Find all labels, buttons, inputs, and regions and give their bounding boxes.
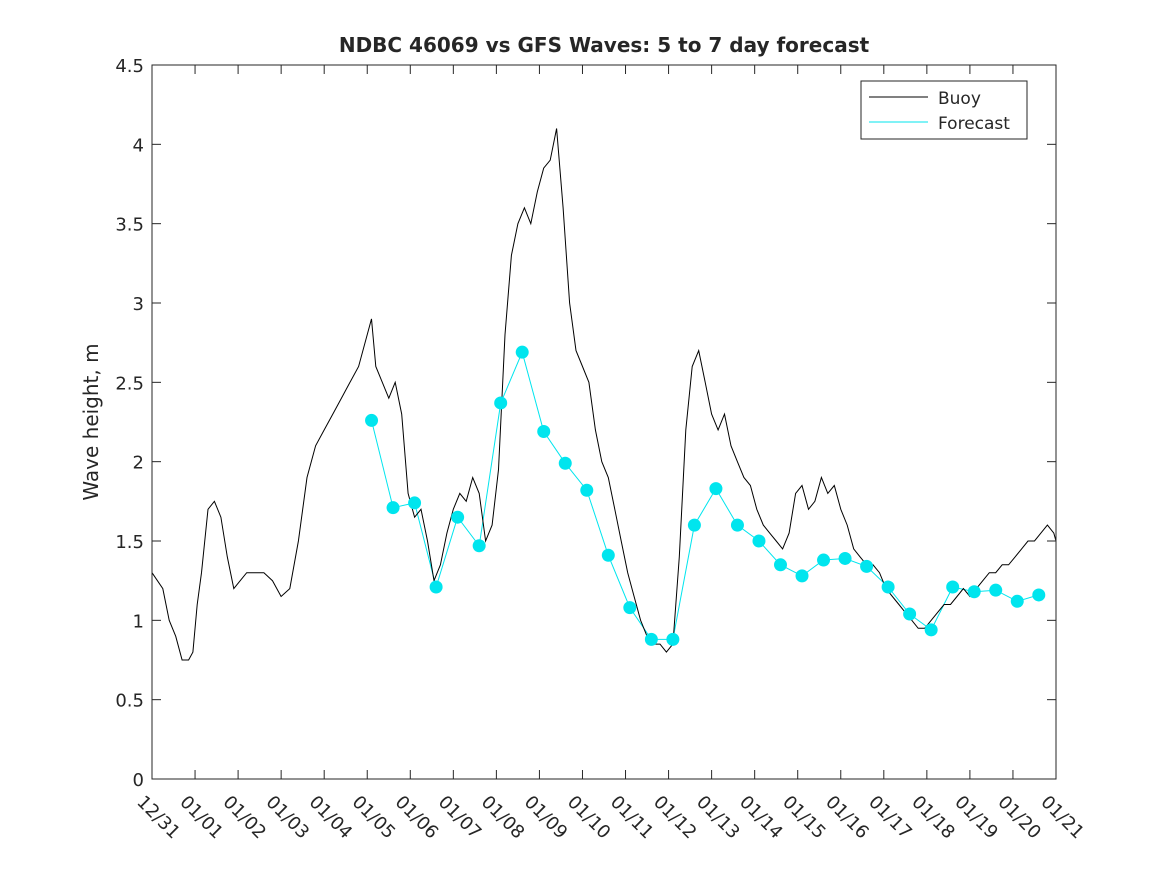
legend: Buoy Forecast (860, 80, 1028, 140)
forecast-marker (515, 345, 529, 359)
y-tick-label: 0.5 (115, 691, 144, 712)
forecast-marker (494, 396, 508, 410)
forecast-marker (946, 580, 960, 594)
forecast-marker (903, 607, 917, 621)
forecast-marker (795, 569, 809, 583)
forecast-marker (752, 534, 766, 548)
forecast-marker (860, 559, 874, 573)
forecast-marker (838, 551, 852, 565)
axes-box (151, 64, 1057, 780)
forecast-marker (881, 580, 895, 594)
forecast-marker (730, 518, 744, 532)
forecast-marker (666, 632, 680, 646)
forecast-marker (580, 483, 594, 497)
forecast-marker (773, 558, 787, 572)
legend-box (860, 80, 1028, 140)
y-tick-label: 3.5 (115, 215, 144, 236)
forecast-marker (451, 510, 465, 524)
forecast-marker (537, 425, 551, 439)
forecast-marker (623, 601, 637, 615)
y-tick-label: 3 (133, 294, 144, 315)
y-tick-label: 2.5 (115, 373, 144, 394)
forecast-marker (472, 539, 486, 553)
forecast-marker (386, 501, 400, 515)
forecast-markers (365, 345, 1046, 646)
legend-forecast-label: Forecast (938, 114, 1010, 134)
forecast-marker (1010, 594, 1024, 608)
forecast-marker (644, 632, 658, 646)
forecast-marker (989, 583, 1003, 597)
y-tick-label: 1.5 (115, 532, 144, 553)
plot-area (152, 65, 1056, 779)
y-axis-label: Wave height, m (79, 343, 103, 500)
y-axis: 0 0.5 1 1.5 2 2.5 3 3.5 4 4.5 (115, 56, 1056, 791)
forecast-marker (967, 585, 981, 599)
buoy-line (151, 128, 1057, 661)
y-tick-label: 2 (133, 453, 144, 474)
forecast-marker (429, 580, 443, 594)
forecast-marker (817, 553, 831, 567)
forecast-marker (558, 456, 572, 470)
forecast-marker (408, 496, 422, 510)
chart-title: NDBC 46069 vs GFS Waves: 5 to 7 day fore… (339, 33, 870, 57)
forecast-marker (601, 548, 615, 562)
forecast-marker (365, 413, 379, 427)
forecast-marker (1032, 588, 1046, 602)
y-tick-label: 0 (133, 770, 144, 791)
y-tick-label: 4.5 (115, 56, 144, 77)
y-tick-label: 1 (133, 611, 144, 632)
buoy-line-group (151, 128, 1057, 661)
y-tick-label: 4 (133, 135, 144, 156)
legend-buoy-label: Buoy (938, 89, 981, 109)
forecast-marker (709, 482, 723, 496)
forecast-marker (924, 623, 938, 637)
forecast-marker (687, 518, 701, 532)
